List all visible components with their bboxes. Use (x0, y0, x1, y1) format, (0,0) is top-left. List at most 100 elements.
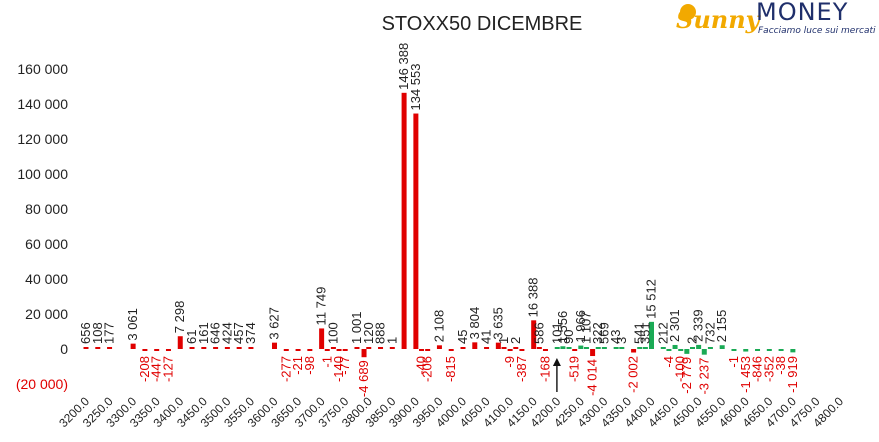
bar-4437 (666, 349, 672, 351)
data-label-4087: 1 (496, 337, 511, 344)
bar-3300 (130, 343, 136, 349)
data-label-4287: 322 (590, 322, 605, 344)
bar-3400 (177, 336, 183, 349)
bar-3925 (425, 349, 431, 351)
data-label-3325: -208 (137, 356, 152, 382)
bar-3475 (213, 347, 219, 349)
bar-4175 (542, 349, 548, 351)
data-label-3750: -77 (337, 356, 352, 375)
data-label-3475: 646 (208, 322, 223, 344)
bar-4525 (707, 347, 713, 349)
bar-3700 (319, 328, 325, 349)
y-tick-label: 160 000 (17, 61, 68, 77)
bar-4512 (701, 349, 707, 355)
data-label-4075: 3 635 (490, 307, 505, 340)
y-tick-label: 80 000 (25, 201, 68, 217)
data-label-3300: 3 061 (125, 308, 140, 341)
data-label-4000: 45 (455, 330, 470, 344)
bar-3675 (307, 349, 313, 351)
bar-3725 (330, 347, 336, 349)
data-label-4550: 2 155 (714, 310, 729, 343)
data-label-4050: 41 (479, 330, 494, 344)
data-label-3700: 11 749 (314, 287, 329, 326)
data-label-3800: 120 (361, 322, 376, 344)
bar-4262 (583, 347, 589, 349)
data-label-3200: 656 (78, 322, 93, 344)
logo-tagline: Facciamo luce sui mercati (758, 26, 876, 36)
bar-4050 (484, 347, 490, 349)
data-label-3225: 108 (90, 322, 105, 344)
bar-4337 (619, 347, 625, 349)
data-label-4600: -1 453 (738, 356, 753, 393)
bar-3750 (342, 349, 348, 351)
data-label-4162: 586 (531, 322, 546, 344)
sunny-money-logo: Sunny MONEY Facciamo luce sui mercati (676, 0, 876, 36)
data-label-3950: 2 108 (431, 310, 446, 343)
data-label-3775: 1 001 (349, 311, 364, 344)
data-label-4475: -2 779 (679, 357, 694, 394)
bar-4250 (578, 345, 584, 349)
data-label-4337: 3 (614, 337, 629, 344)
data-label-4700: -1 919 (785, 356, 800, 393)
data-label-3550: 374 (243, 322, 258, 344)
bar-4400 (649, 321, 654, 349)
bar-3875 (401, 92, 407, 350)
data-label-3350: -447 (149, 356, 164, 382)
data-label-3625: -277 (278, 356, 293, 382)
sun-icon (680, 4, 696, 20)
data-label-4500: 2 339 (691, 309, 706, 342)
data-label-3825: 888 (373, 322, 388, 344)
bar-4287 (595, 347, 601, 349)
bar-3250 (107, 347, 113, 349)
bar-4375 (637, 347, 643, 349)
bar-4362 (631, 349, 637, 353)
bar-4075 (495, 342, 501, 349)
bar-4125 (519, 349, 525, 351)
y-tick-label: 60 000 (25, 236, 68, 252)
data-label-4512: -3 237 (696, 358, 711, 395)
bar-3200 (83, 347, 89, 349)
bar-4475 (684, 349, 690, 354)
data-label-4112: 2 (508, 337, 523, 344)
bar-4112 (513, 347, 519, 349)
data-label-4525: 732 (702, 322, 717, 344)
bars (83, 92, 796, 358)
data-label-3375: -127 (160, 356, 175, 382)
data-label-3600: 3 627 (267, 307, 282, 340)
bar-4425 (660, 347, 666, 349)
data-label-3675: -98 (302, 356, 317, 375)
data-label-3850: 1 (384, 337, 399, 344)
data-label-3712: -1 (319, 356, 334, 368)
bar-3425 (189, 347, 195, 349)
y-tick-label: (20 000) (16, 376, 68, 392)
data-label-4625: -846 (750, 356, 765, 382)
bar-4675 (778, 349, 784, 351)
data-label-4225: 90 (561, 330, 576, 344)
bar-4625 (755, 349, 761, 351)
data-label-4300: 569 (596, 322, 611, 344)
bar-3525 (236, 347, 242, 349)
data-label-4375: 541 (632, 322, 647, 344)
bar-3912 (419, 349, 425, 351)
y-tick-label: 120 000 (17, 131, 68, 147)
bar-4650 (766, 349, 772, 351)
bar-3800 (366, 347, 372, 349)
bar-3625 (283, 349, 289, 351)
bar-3550 (248, 347, 254, 349)
data-label-4275: -4 014 (585, 359, 600, 396)
bar-3850 (389, 347, 395, 349)
bar-4600 (743, 349, 749, 352)
bar-3950 (436, 345, 442, 349)
data-label-4487: 2 (684, 337, 699, 344)
bar-4100 (507, 349, 513, 351)
data-label-4675: -38 (773, 356, 788, 375)
data-label-3900: 134 553 (408, 64, 423, 111)
bar-3790 (361, 349, 367, 358)
bar-4000 (460, 347, 466, 349)
data-label-3737: -140 (331, 356, 346, 382)
bar-3737 (336, 349, 342, 351)
data-label-4125: -387 (514, 356, 529, 382)
bar-4275 (590, 349, 596, 357)
bar-4325 (613, 347, 619, 349)
